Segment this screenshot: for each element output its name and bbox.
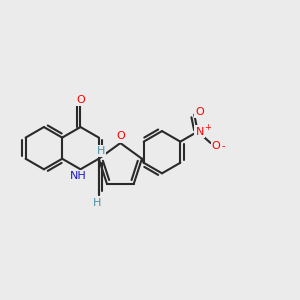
Text: O: O bbox=[195, 107, 204, 117]
Text: O: O bbox=[76, 94, 85, 105]
Text: N: N bbox=[195, 127, 204, 136]
Text: O: O bbox=[212, 141, 220, 151]
Text: H: H bbox=[96, 146, 105, 156]
Text: H: H bbox=[93, 198, 101, 208]
Text: +: + bbox=[205, 123, 212, 132]
Text: -: - bbox=[222, 141, 225, 151]
Text: O: O bbox=[116, 131, 125, 142]
Text: NH: NH bbox=[70, 171, 87, 181]
